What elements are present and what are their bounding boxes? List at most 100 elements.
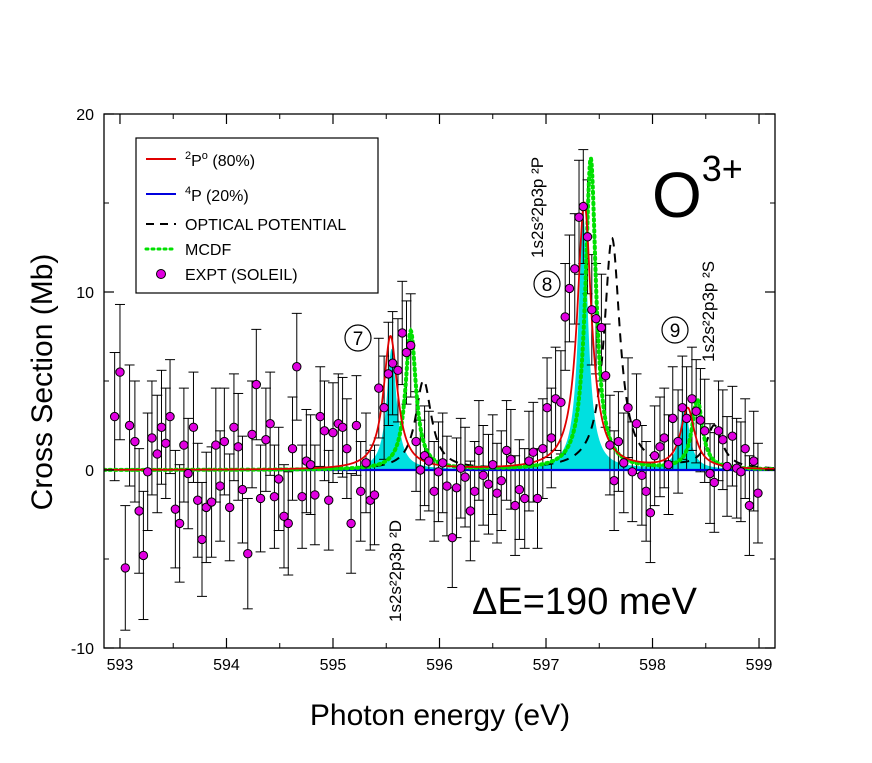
data-point [197,534,207,545]
data-point [447,532,457,543]
data-point [700,426,710,436]
data-point [687,394,697,404]
data-point [305,459,316,470]
data-point [627,467,637,477]
data-point [279,511,289,521]
y-tick-label: 10 [76,285,94,302]
data-point [564,283,575,294]
data-point [142,467,153,477]
resolution-label: ΔE=190 meV [472,581,698,623]
data-point [619,458,629,468]
data-point [383,369,394,379]
data-point [520,493,530,504]
ion-base: O [652,159,702,231]
data-point [501,445,512,456]
data-point [538,443,548,454]
data-point [587,305,597,315]
data-point [645,508,656,518]
data-point [560,312,570,322]
data-point [748,456,759,466]
peak-7-circle [344,324,372,352]
peak-7-marker: 7 1s2s²2p3p ²D [344,324,405,622]
legend-2p-text: P [191,153,202,170]
data-point [147,433,157,443]
data-point [524,456,534,466]
data-point [753,488,763,498]
data-point [161,438,171,448]
data-point [596,322,607,333]
x-tick-label: 593 [107,657,134,674]
data-point [369,490,380,500]
data-point [415,465,426,475]
data-point [574,212,584,222]
data-point [528,447,538,457]
data-point [206,497,217,507]
x-axis-label: Photon energy (eV) [310,699,570,732]
x-tick-label: 595 [320,657,347,674]
data-point [406,340,416,351]
data-point [324,495,334,505]
data-point [179,440,189,450]
data-point [591,314,601,324]
data-point [582,232,593,242]
data-point [542,403,552,413]
data-point [130,436,140,447]
data-point [677,403,688,413]
data-point [695,415,706,425]
data-point [188,422,199,432]
data-point [193,495,203,505]
data-point [283,518,293,529]
data-point [668,413,678,424]
data-point [397,328,407,338]
x-tick-label: 597 [533,657,560,674]
x-tick-label: 596 [426,657,453,674]
data-point [424,456,434,466]
data-point [456,463,466,473]
data-point [691,406,701,416]
data-point [393,365,403,376]
data-point [411,436,421,447]
data-point [442,481,452,491]
experimental-points [109,201,763,573]
legend-entry-expt: EXPT (SOLEIL) [185,267,298,284]
y-tick-label: 20 [76,107,94,124]
y-tick-label: 0 [85,463,94,480]
data-point [546,433,557,443]
data-point [469,486,480,497]
legend-4p-tail: (20%) [202,188,249,205]
data-point [251,379,262,390]
peak-8-circle [533,270,561,298]
data-point [506,454,516,465]
data-point [233,442,243,452]
data-point [401,347,412,358]
data-point [120,563,131,573]
data-point [451,483,462,493]
data-point [183,468,193,479]
data-point [659,433,669,443]
data-point [722,461,732,472]
data-point [474,445,484,456]
data-point [705,468,715,479]
data-point [663,459,674,470]
data-point [351,420,362,431]
data-point [315,411,325,422]
legend-entry-2p: 2Po (80%) [185,150,255,170]
data-point [496,475,506,486]
peak-8-id: 8 [542,275,553,296]
data-point [578,201,588,212]
x-tick-label: 599 [746,657,773,674]
data-point [287,443,298,454]
data-point [361,458,371,468]
y-axis-label: Cross Section (Mb) [26,254,59,511]
data-point [156,422,167,432]
data-point [637,470,647,481]
data-point [379,403,389,413]
data-point [570,264,580,274]
data-point [219,436,230,447]
peak-7-id: 7 [353,329,364,350]
legend-entry-mcdf: MCDF [185,242,231,259]
data-point [265,419,275,429]
legend-2p-sup: 2 [185,150,191,162]
data-point [237,484,248,495]
data-point [623,403,633,413]
